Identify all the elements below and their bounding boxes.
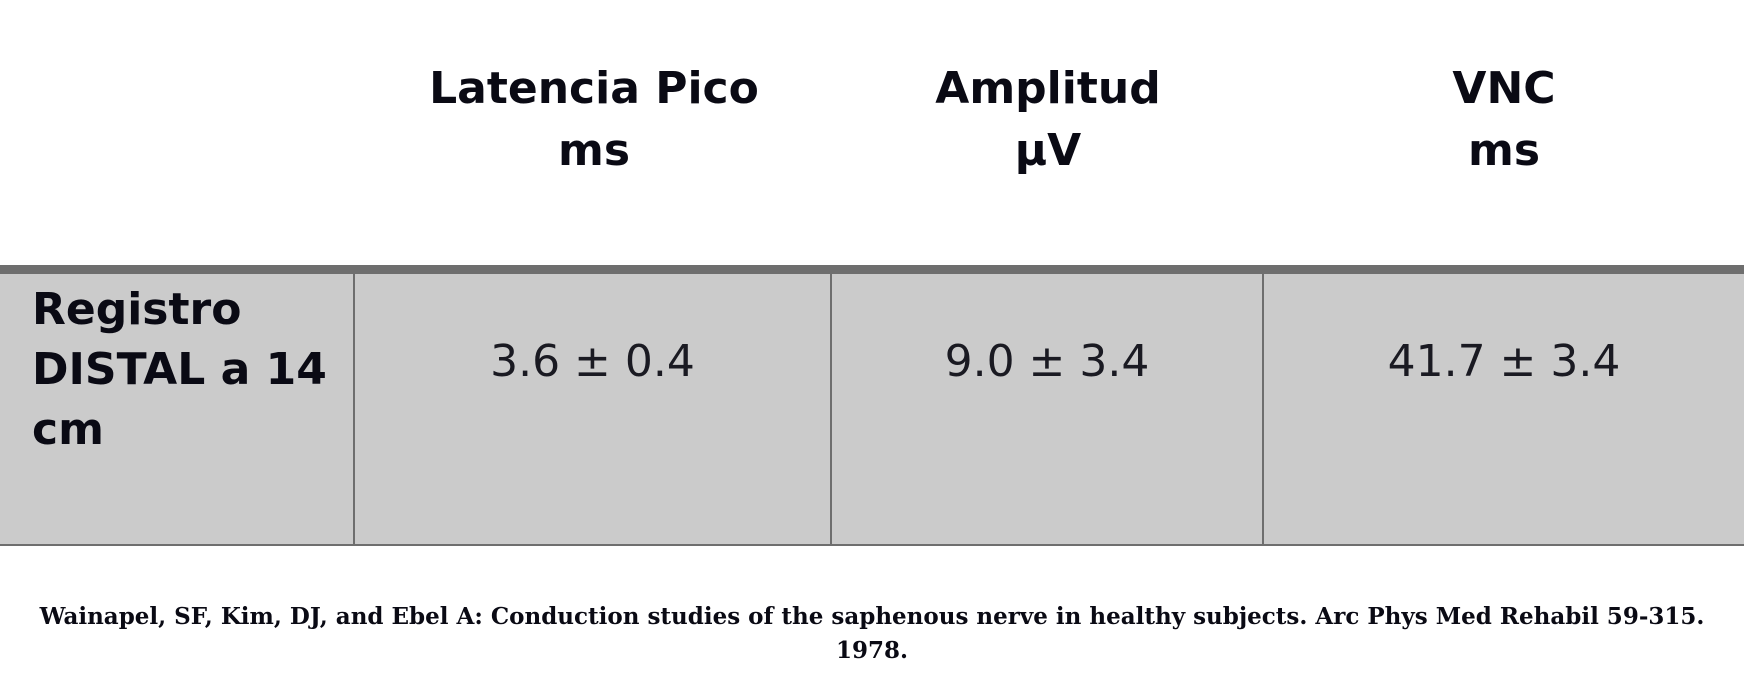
header-divider [0, 265, 1744, 274]
cell-value: 41.7 ± 3.4 [1387, 336, 1621, 387]
column-header-unit: ms [1467, 125, 1541, 176]
column-header-amplitud: Amplitud µV [832, 58, 1264, 182]
column-header-vnc: VNC ms [1264, 58, 1744, 182]
row-label-cell: Registro DISTAL a 14 cm [0, 274, 355, 544]
column-header-unit: µV [1014, 125, 1082, 176]
column-header-title: VNC [1452, 63, 1556, 114]
table-header: Latencia Pico ms Amplitud µV VNC ms [0, 0, 1744, 265]
citation: Wainapel, SF, Kim, DJ, and Ebel A: Condu… [39, 603, 1705, 664]
table-cell-vnc: 41.7 ± 3.4 [1264, 274, 1744, 544]
table-cell-latencia-pico: 3.6 ± 0.4 [355, 274, 832, 544]
row-label: Registro DISTAL a 14 cm [32, 284, 327, 455]
table-row: Registro DISTAL a 14 cm 3.6 ± 0.4 9.0 ± … [0, 274, 1744, 546]
column-header-title: Latencia Pico [429, 63, 759, 114]
column-header-latencia-pico: Latencia Pico ms [355, 58, 833, 182]
column-header-title: Amplitud [935, 63, 1161, 114]
cell-value: 9.0 ± 3.4 [944, 336, 1150, 387]
column-header-unit: ms [557, 125, 631, 176]
table-cell-amplitud: 9.0 ± 3.4 [832, 274, 1264, 544]
cell-value: 3.6 ± 0.4 [490, 336, 695, 387]
